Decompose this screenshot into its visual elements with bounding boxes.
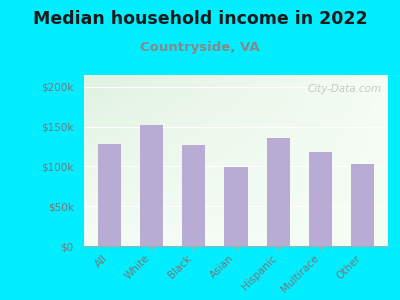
Bar <box>98 144 121 246</box>
Bar <box>266 138 290 246</box>
Bar <box>182 145 206 246</box>
Text: Median household income in 2022: Median household income in 2022 <box>33 11 367 28</box>
Bar <box>224 167 248 246</box>
Text: Countryside, VA: Countryside, VA <box>140 40 260 53</box>
Bar <box>309 152 332 246</box>
Text: City-Data.com: City-Data.com <box>308 83 382 94</box>
Bar <box>140 125 163 246</box>
Bar <box>351 164 374 246</box>
